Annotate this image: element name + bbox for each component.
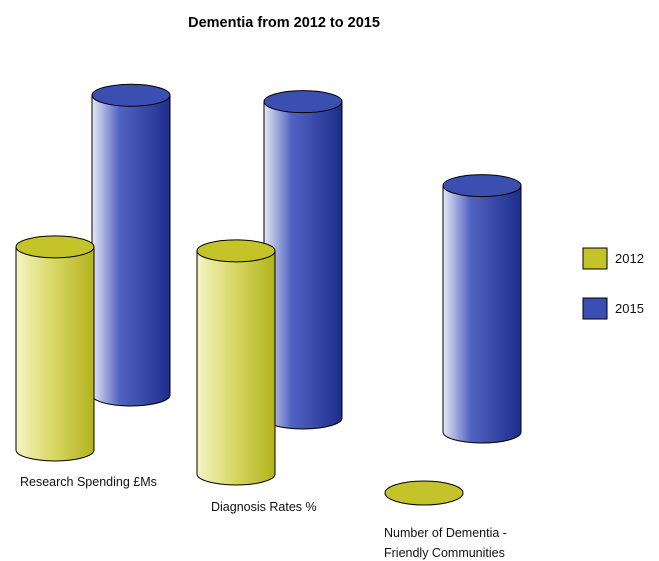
bar-2015-diagnosis-rates — [263, 90, 343, 430]
bars-group — [15, 83, 522, 506]
bar-2015-number-of-dementia-friendly-communities — [442, 174, 522, 444]
bar-2012-number-of-dementia-friendly-communities — [384, 480, 464, 506]
category-label-research-spending-ms: Research Spending £Ms — [20, 475, 157, 489]
bar-2012-research-spending-ms — [15, 235, 95, 462]
bar-2012-diagnosis-rates — [196, 239, 276, 486]
legend-item-2012: 2012 — [582, 247, 644, 270]
category-label-diagnosis-rates: Diagnosis Rates % — [211, 500, 317, 514]
category-label-number-of-dementia-friendly-communities: Number of Dementia -Friendly Communities — [384, 526, 507, 560]
legend-label-2015: 2015 — [615, 301, 644, 316]
bar-2015-research-spending-ms — [91, 83, 171, 407]
legend-swatch-2012 — [582, 247, 608, 270]
legend: 2012 2015 — [582, 247, 644, 320]
legend-item-2015: 2015 — [582, 297, 644, 320]
category-labels: Research Spending £Ms Diagnosis Rates % Nu… — [20, 475, 507, 560]
legend-swatch-2015 — [582, 297, 608, 320]
chart-title: Dementia from 2012 to 2015 — [188, 15, 380, 31]
legend-label-2012: 2012 — [615, 251, 644, 266]
